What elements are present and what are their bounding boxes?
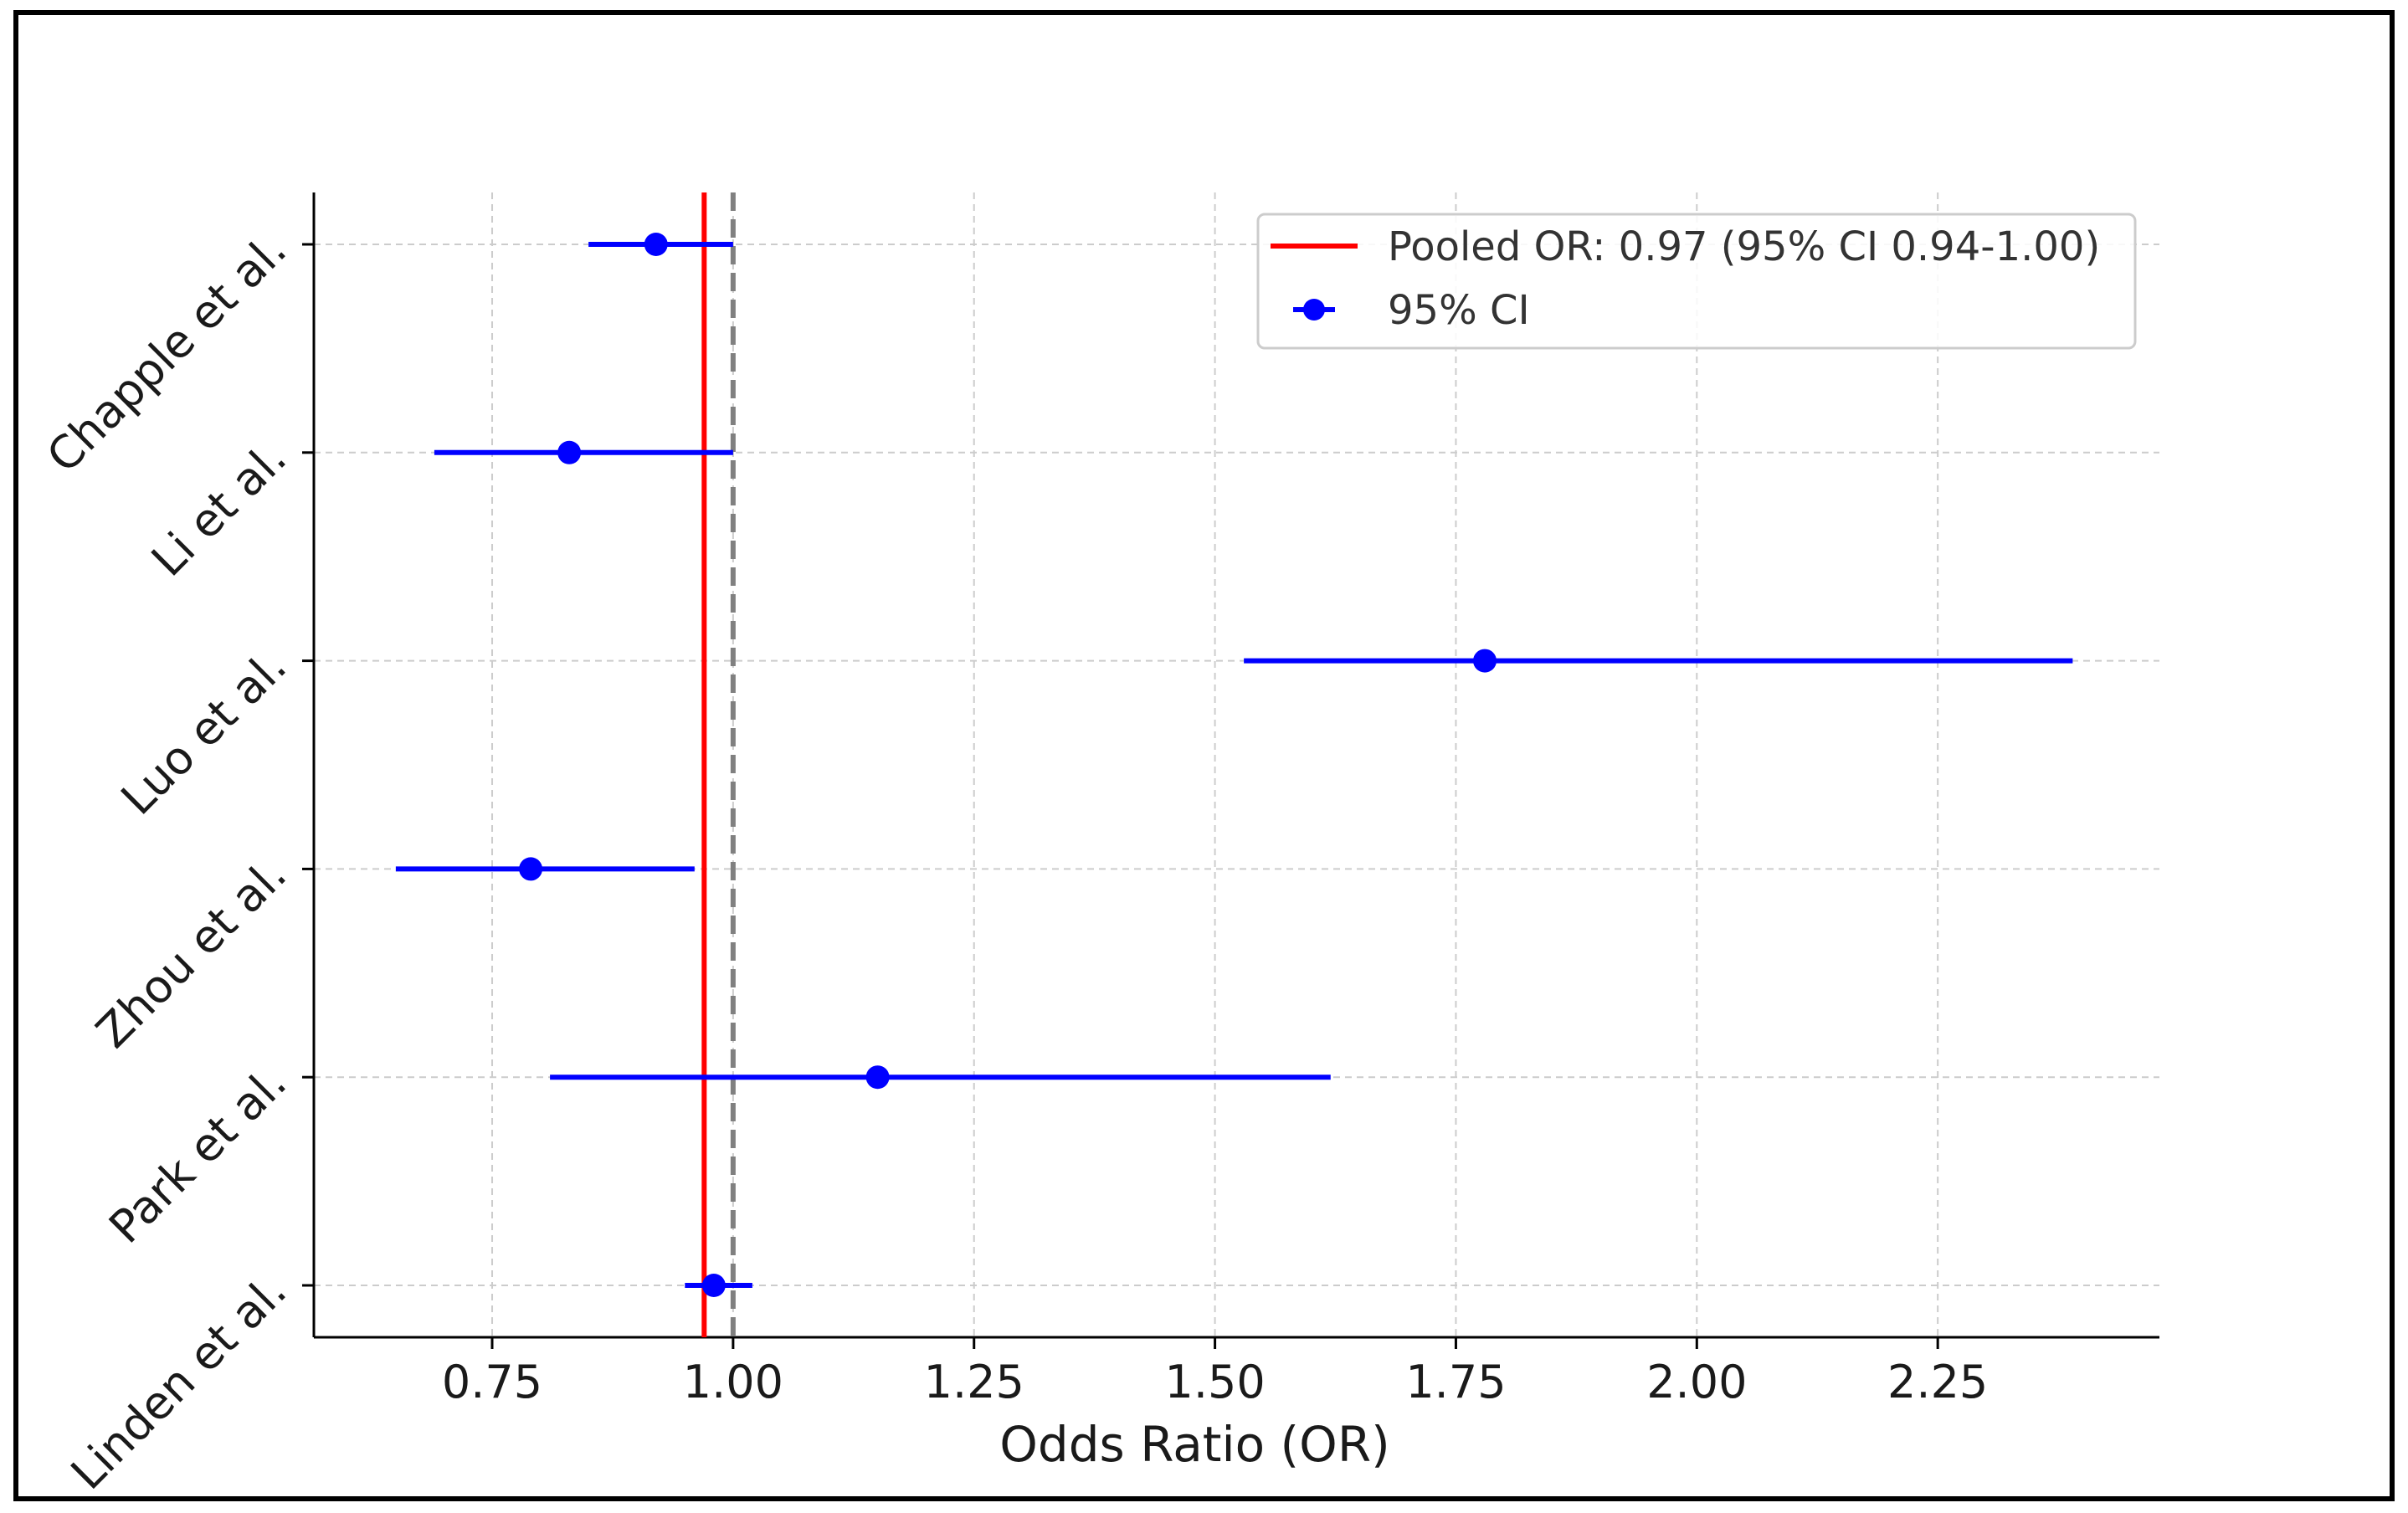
marks-layer (395, 233, 2073, 1297)
y-tick-label: Zhou et al. (86, 848, 296, 1058)
or-point (557, 440, 582, 464)
y-tick-label: Luo et al. (111, 639, 297, 825)
x-tick-label: 1.50 (1164, 1356, 1265, 1408)
legend-box (1256, 213, 2137, 350)
or-point (701, 1274, 726, 1297)
legend-pooled-label: Pooled OR: 0.97 (95% CI 0.94-1.00) (1388, 223, 2100, 270)
x-tick-label: 0.75 (442, 1356, 542, 1408)
or-point (1472, 649, 1497, 673)
x-tick-label: 2.25 (1887, 1356, 1988, 1408)
legend-ci-label: 95% CI (1388, 287, 1530, 334)
lines-layer (701, 192, 736, 1337)
y-tick-label: Park et al. (99, 1056, 296, 1254)
legend-ci-swatch-point (1303, 299, 1325, 321)
x-tick-label: 1.75 (1405, 1356, 1506, 1408)
x-tick-label: 1.25 (924, 1356, 1024, 1408)
y-tick-label: Li et al. (141, 431, 296, 586)
or-point (865, 1065, 890, 1090)
x-axis-title: Odds Ratio (OR) (999, 1416, 1390, 1473)
x-tick-label: 2.00 (1646, 1356, 1747, 1408)
or-point (519, 857, 543, 881)
x-tick-label: 1.00 (683, 1356, 783, 1408)
legend: Pooled OR: 0.97 (95% CI 0.94-1.00) 95% CI (1256, 213, 2137, 350)
or-point (644, 233, 668, 256)
grid-layer (314, 192, 2159, 1337)
y-tick-label: Linden et al. (61, 1264, 296, 1500)
